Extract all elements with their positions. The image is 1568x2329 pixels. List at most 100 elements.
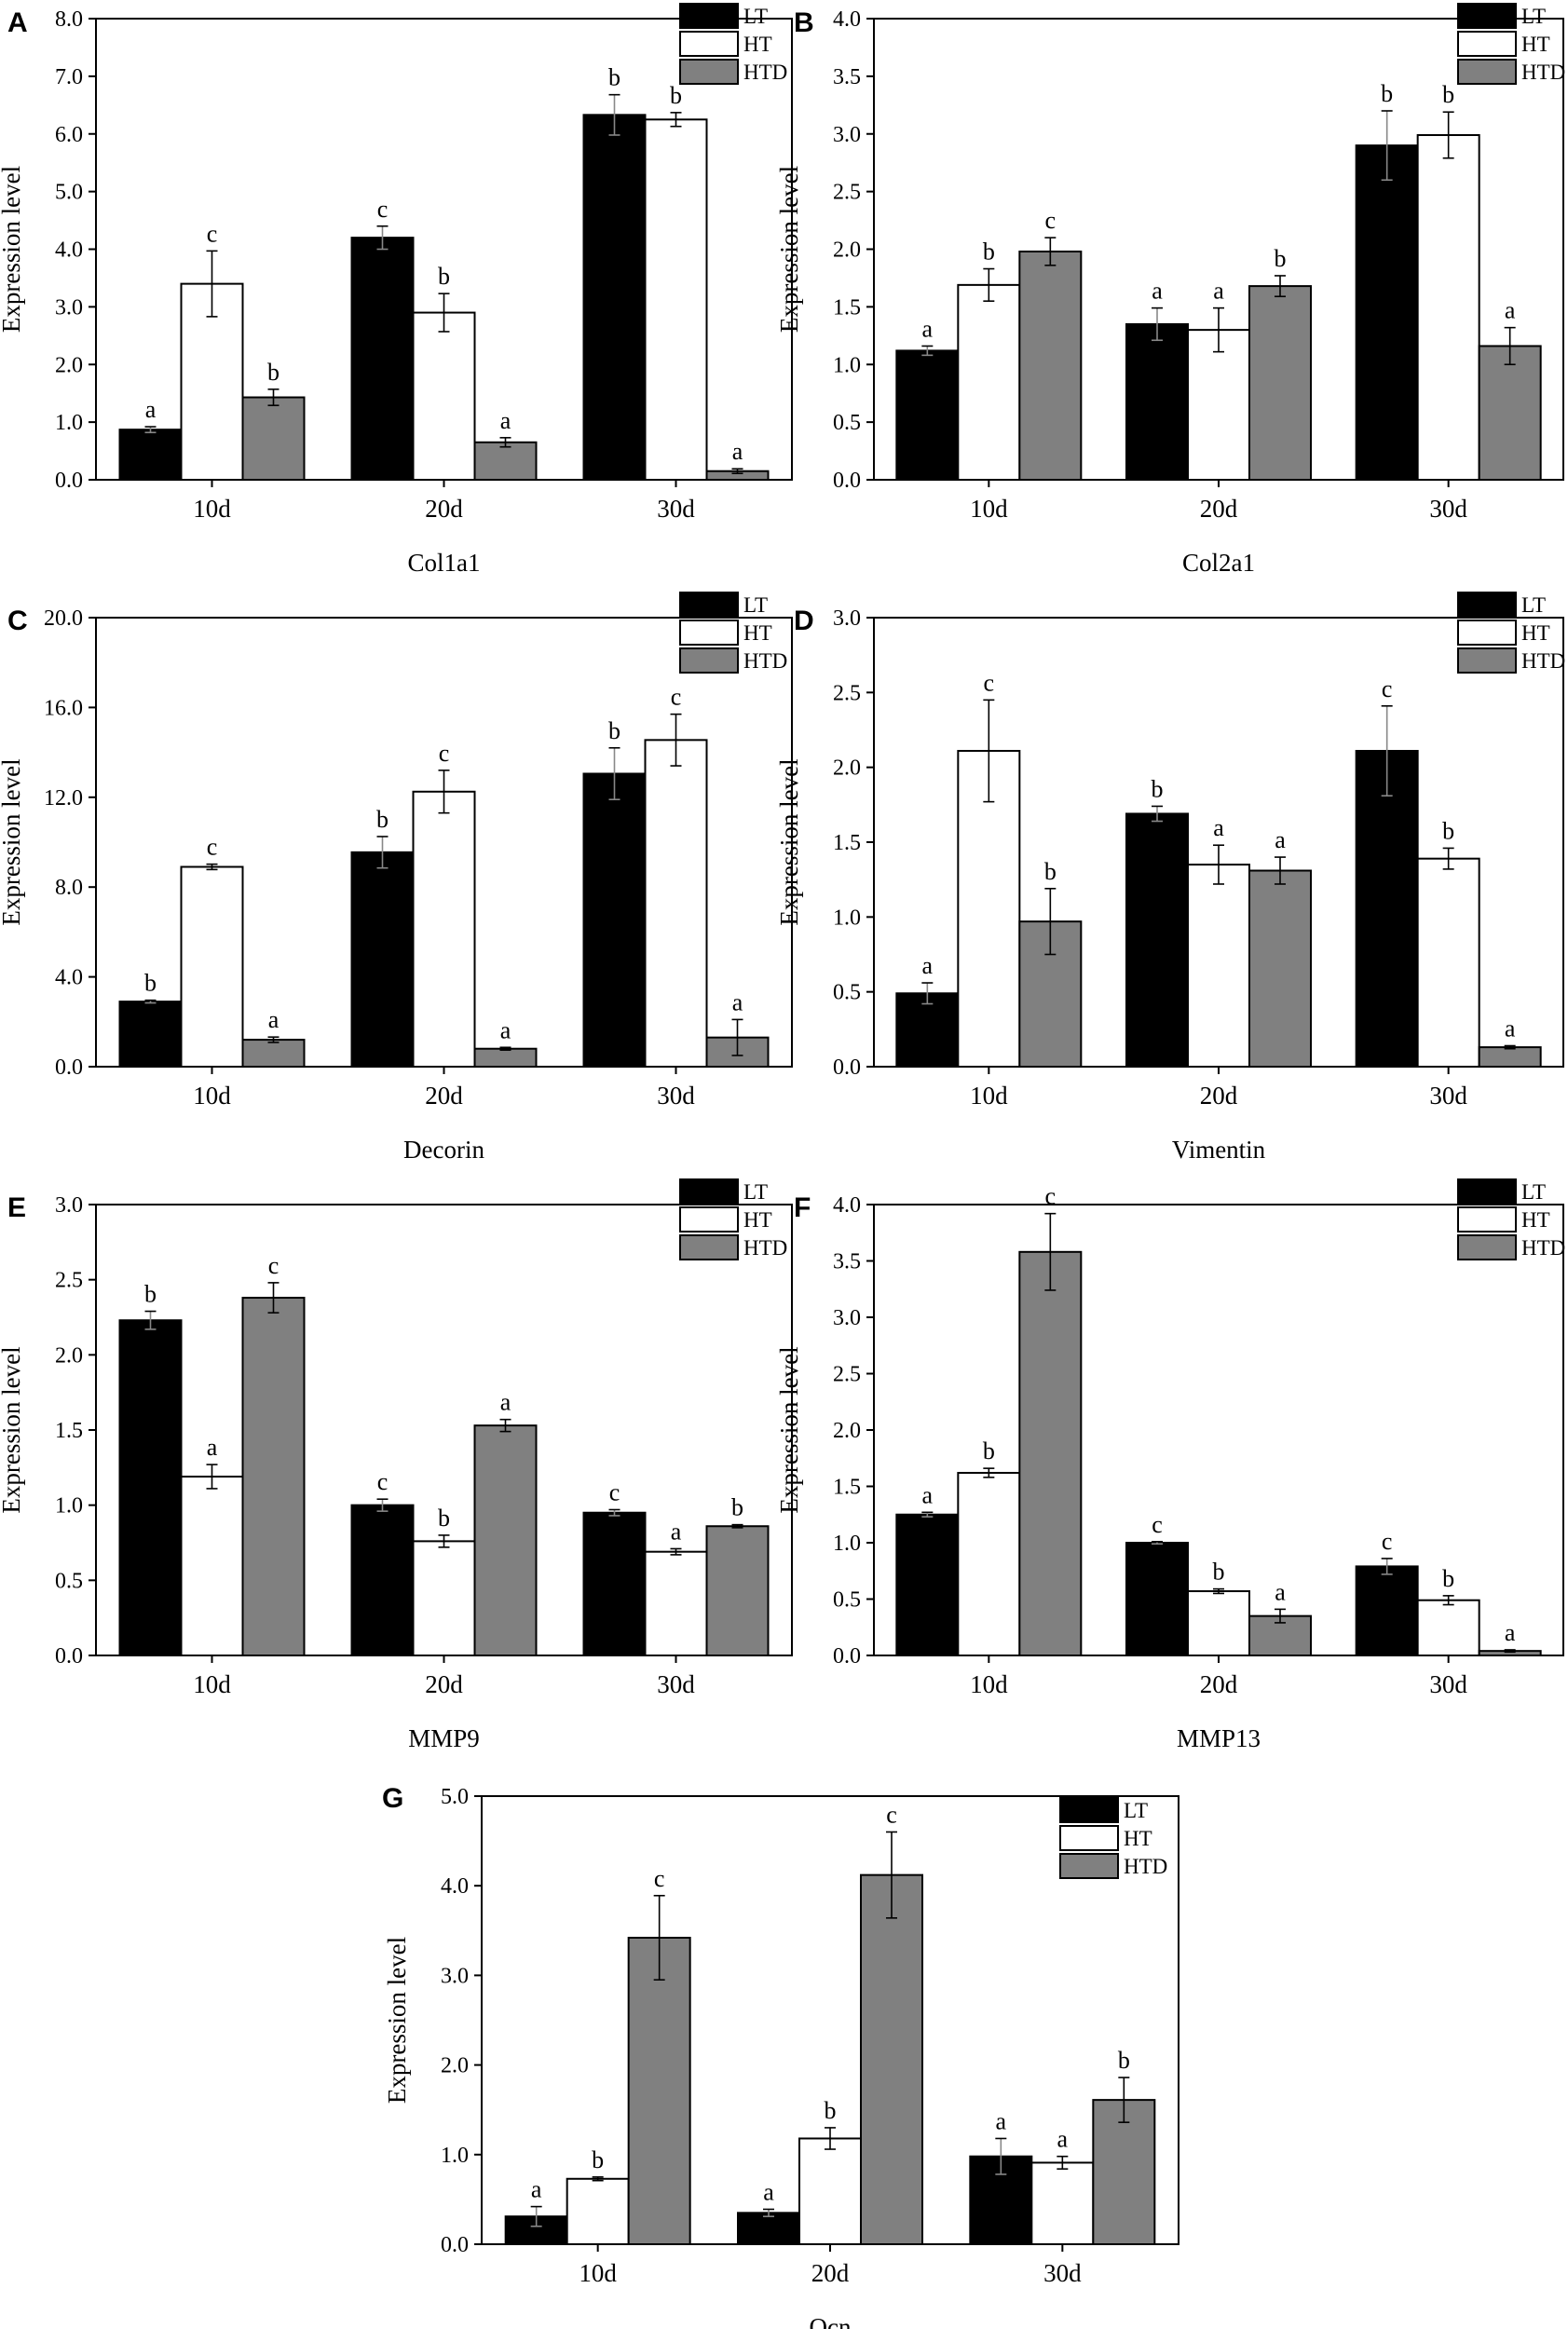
- y-tick-label: 2.0: [55, 1343, 83, 1368]
- legend-swatch-htd: [679, 59, 739, 85]
- bar-ht-10d: [180, 865, 244, 1069]
- y-tick-label: 1.0: [833, 353, 861, 377]
- bar-htd-20d: [1248, 285, 1312, 481]
- significance-label: c: [671, 684, 682, 711]
- significance-label: b: [1152, 775, 1164, 802]
- significance-label: b: [144, 1281, 157, 1308]
- legend-label-lt: LT: [743, 5, 768, 28]
- bar-lt-10d: [895, 349, 960, 481]
- y-tick-label: 2.5: [833, 681, 861, 705]
- x-axis-label: Decorin: [403, 1136, 484, 1164]
- significance-label: c: [377, 196, 389, 223]
- y-tick-label: 4.0: [833, 7, 861, 32]
- significance-label: a: [732, 988, 743, 1015]
- bar-htd-20d: [860, 1873, 923, 2245]
- legend-label-ht: HT: [743, 33, 772, 56]
- panel-F: F 0.0 0.5 1.0 1.5 2.0 2.5 3.0 3.5 4.0 Expression l…: [775, 1178, 1565, 1752]
- plot-frame: [873, 18, 1564, 481]
- y-tick-label: 2.0: [833, 238, 861, 263]
- legend-label-htd: HTD: [1521, 649, 1565, 673]
- significance-label: b: [438, 1505, 450, 1532]
- y-tick-label: 3.0: [441, 1964, 469, 1988]
- significance-label: a: [996, 2107, 1007, 2134]
- significance-label: c: [609, 1479, 620, 1506]
- legend-label-lt: LT: [1521, 593, 1546, 617]
- significance-label: c: [439, 740, 450, 767]
- bar-lt-30d: [1355, 144, 1419, 481]
- legend-swatch-htd: [1457, 59, 1517, 85]
- panel-letter: G: [382, 1783, 403, 1814]
- x-tick-label: 30d: [1429, 1082, 1467, 1110]
- significance-label: b: [1044, 858, 1057, 885]
- y-tick-label: 12.0: [44, 786, 83, 810]
- x-axis-label: MMP9: [408, 1724, 480, 1752]
- significance-label: b: [376, 806, 389, 833]
- x-tick-label: 20d: [1200, 495, 1238, 523]
- y-tick-label: 2.0: [833, 756, 861, 781]
- plot-frame: [873, 617, 1564, 1068]
- panel-letter: B: [794, 7, 814, 38]
- significance-label: c: [1045, 1183, 1057, 1210]
- bar-htd-20d: [473, 1047, 538, 1068]
- x-tick-label: 10d: [970, 1082, 1008, 1110]
- legend-label-htd: HTD: [743, 61, 787, 84]
- legend-label-ht: HT: [1521, 1208, 1550, 1232]
- significance-label: a: [1505, 297, 1516, 324]
- panel-D: D 0.0 0.5 1.0 1.5 2.0 2.5 3.0 Expression level 10…: [775, 592, 1565, 1164]
- bar-htd-30d: [705, 1525, 770, 1656]
- y-tick-label: 8.0: [55, 876, 83, 900]
- y-axis-label: Expression level: [775, 758, 803, 925]
- significance-label: c: [1045, 207, 1057, 234]
- bar-ht-10d: [957, 1471, 1021, 1656]
- significance-label: b: [825, 2097, 837, 2124]
- x-tick-label: 10d: [193, 495, 231, 523]
- significance-label: b: [608, 64, 620, 91]
- x-tick-label: 30d: [1043, 2259, 1082, 2287]
- x-axis-label: MMP13: [1177, 1724, 1261, 1752]
- x-axis-label: Col2a1: [1182, 549, 1255, 577]
- significance-label: c: [886, 1801, 897, 1828]
- significance-label: a: [531, 2176, 542, 2203]
- legend-swatch-ht: [1457, 31, 1517, 57]
- bar-lt-30d: [582, 1511, 647, 1656]
- y-tick-label: 4.0: [55, 966, 83, 990]
- significance-label: a: [922, 315, 934, 342]
- bar-htd-30d: [1478, 1046, 1542, 1068]
- panel-B: B 0.0 0.5 1.0 1.5 2.0 2.5 3.0 3.5 4.0 Expression l…: [775, 3, 1565, 577]
- significance-label: b: [608, 717, 620, 744]
- y-tick-label: 0.0: [833, 1644, 861, 1668]
- significance-label: b: [1213, 1559, 1225, 1586]
- legend-label-htd: HTD: [743, 649, 787, 673]
- panel-letter: A: [7, 7, 28, 38]
- significance-label: b: [1381, 80, 1393, 107]
- significance-label: a: [1213, 814, 1224, 841]
- y-tick-label: 1.5: [833, 295, 861, 320]
- y-axis-label: Expression level: [383, 1937, 411, 2104]
- legend: LT HT HTD: [1059, 1797, 1167, 1879]
- y-tick-label: 1.0: [55, 411, 83, 435]
- y-tick-label: 6.0: [55, 123, 83, 147]
- y-tick-label: 1.0: [55, 1494, 83, 1519]
- panel-letter: C: [7, 606, 28, 636]
- significance-label: a: [922, 1481, 934, 1508]
- legend-swatch-htd: [1457, 1234, 1517, 1260]
- bar-lt-10d: [118, 1319, 183, 1657]
- y-tick-label: 3.0: [833, 123, 861, 147]
- y-tick-label: 0.5: [833, 1588, 861, 1613]
- y-tick-label: 20.0: [44, 606, 83, 631]
- legend-swatch-ht: [679, 620, 739, 646]
- legend-swatch-ht: [679, 31, 739, 57]
- bar-htd-10d: [241, 396, 306, 481]
- bar-ht-30d: [644, 1550, 708, 1657]
- x-axis-label: Ocn: [810, 2313, 852, 2329]
- plot-frame: [95, 18, 793, 481]
- bar-ht-30d: [1416, 133, 1480, 482]
- significance-label: a: [1275, 826, 1286, 853]
- y-tick-label: 2.5: [55, 1269, 83, 1293]
- bar-ht-10d: [566, 2177, 630, 2245]
- bar-lt-30d: [582, 772, 647, 1068]
- y-tick-label: 3.0: [833, 606, 861, 631]
- significance-label: b: [438, 263, 450, 290]
- y-tick-label: 0.0: [55, 1056, 83, 1080]
- bar-ht-10d: [180, 1476, 244, 1656]
